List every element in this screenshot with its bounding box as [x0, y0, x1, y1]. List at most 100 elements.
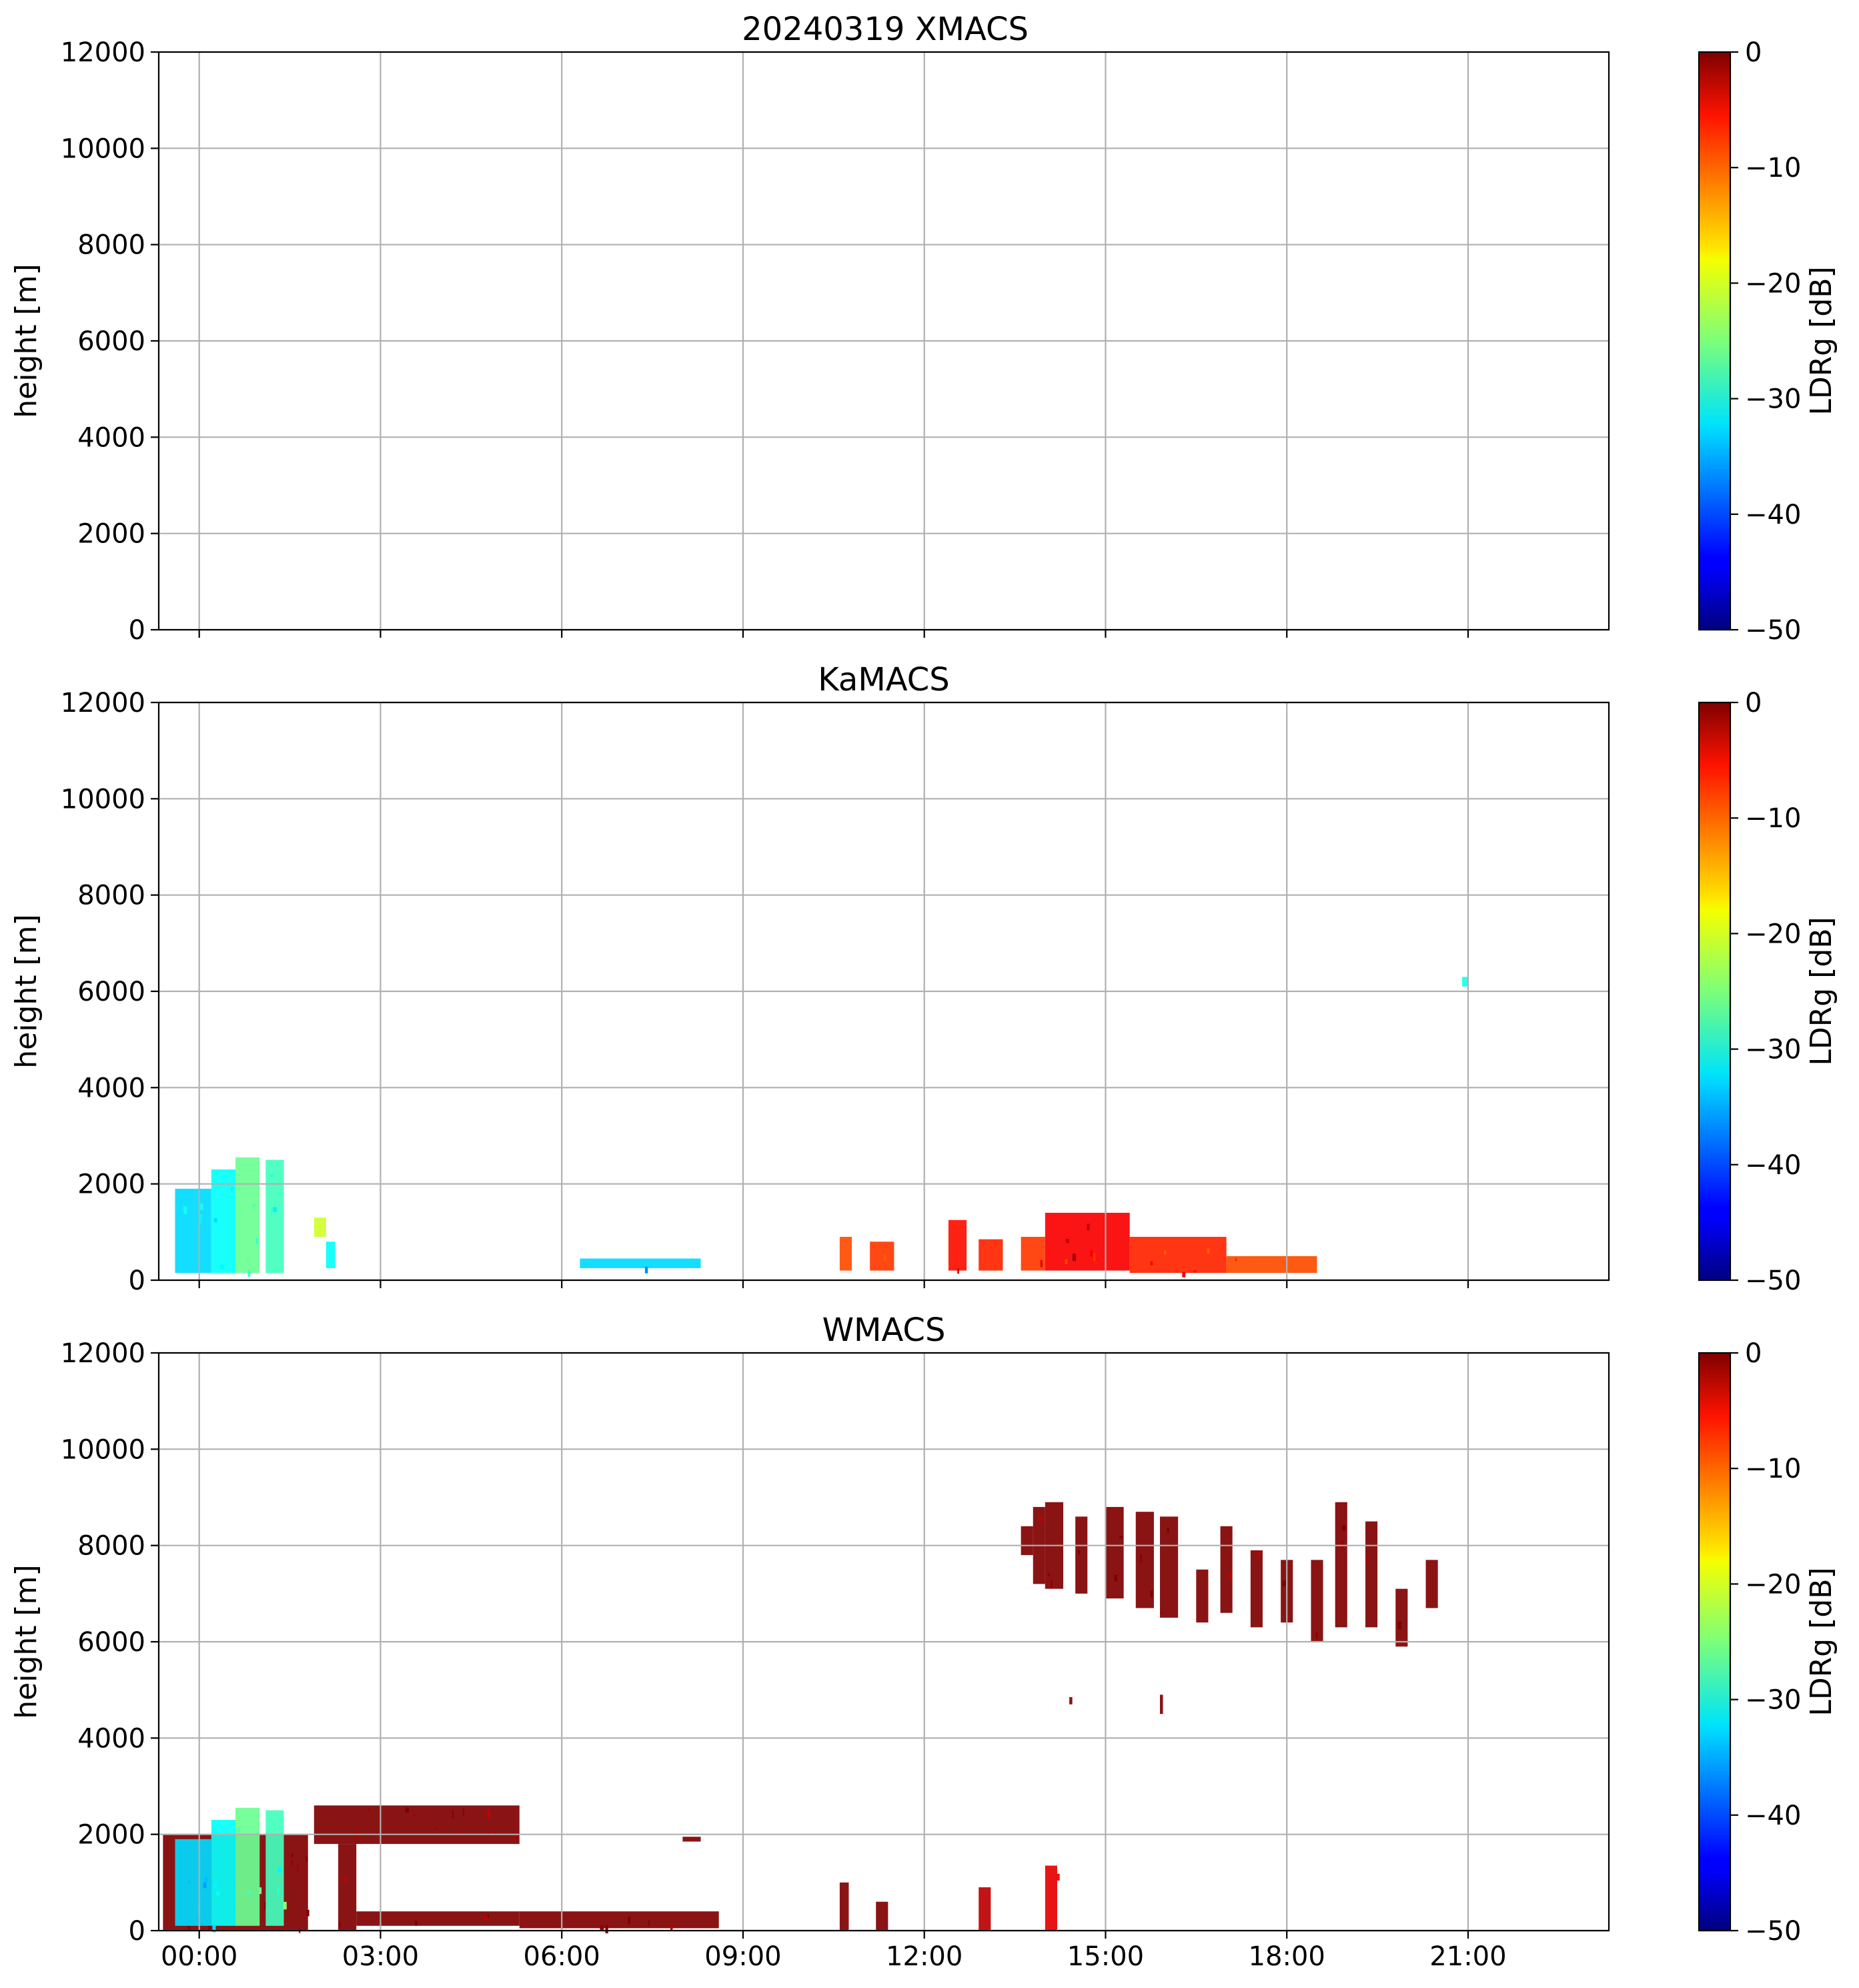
echo-region [235, 1157, 260, 1274]
echo-speckle [670, 1926, 673, 1931]
echo-region [1311, 1560, 1323, 1642]
panel-1: 0 2000 4000 6000 8000 10000 12000 height [m] 0 −1… [9, 37, 1838, 646]
x-tick-label: 06:00 [524, 1941, 600, 1972]
echo-speckle [600, 1925, 604, 1931]
echo-speckle [458, 1831, 462, 1834]
echo-speckle [1207, 1248, 1210, 1254]
echo-speckle [259, 1887, 262, 1895]
colorbar-gradient [1698, 1352, 1732, 1932]
colorbar-tick-label: 0 [1745, 1338, 1762, 1369]
colorbar-tick-label: −50 [1745, 1916, 1801, 1947]
echo-speckle [1193, 1270, 1197, 1274]
y-axis-label: height [m] [9, 1564, 43, 1718]
echo-region [1250, 1550, 1263, 1628]
colorbar-tick-label: −50 [1745, 1266, 1801, 1296]
x-tick-label: 15:00 [1067, 1941, 1144, 1972]
echo-speckle [231, 1187, 233, 1191]
echo-speckle [277, 1867, 282, 1873]
echo-speckle [1282, 1580, 1287, 1586]
y-tick-label: 2000 [77, 1169, 145, 1200]
echo-speckle [491, 1830, 494, 1834]
echo-speckle [1229, 1572, 1231, 1580]
echo-speckle [270, 1175, 273, 1177]
y-tick-label: 8000 [77, 881, 145, 911]
echo-speckle [1040, 1260, 1043, 1268]
panel-2: 0 2000 4000 6000 8000 10000 12000 height [m] KaM… [9, 661, 1838, 1296]
y-tick-label: 10000 [61, 1434, 145, 1465]
colorbar-tick-label: −40 [1745, 500, 1801, 530]
x-tick-label: 18:00 [1249, 1941, 1325, 1972]
y-tick-label: 12000 [61, 1338, 145, 1369]
echo-speckle [1365, 1555, 1368, 1563]
echo-speckle [199, 1214, 202, 1223]
echo-region [338, 1844, 357, 1931]
y-tick-label: 6000 [77, 326, 145, 357]
y-tick-label: 2000 [77, 519, 145, 550]
echo-speckle [1167, 1527, 1169, 1533]
colorbar: 0 −10 −20 −30 −40 −50 LDRg [dB] [1698, 688, 1838, 1296]
echo-speckle [1065, 1259, 1068, 1264]
echo-region [876, 1901, 888, 1931]
panel-3: 0 2000 4000 6000 8000 10000 12000 00:00 03:00 06:… [9, 1312, 1838, 1972]
echo-region [1365, 1521, 1378, 1628]
echo-region [580, 1258, 701, 1268]
colorbar-tick-label: −10 [1745, 1454, 1801, 1484]
y-tick-label: 4000 [77, 422, 145, 453]
echo-speckle [463, 1807, 465, 1816]
echo-speckle [339, 1921, 341, 1928]
y-tick-label: 8000 [77, 230, 145, 261]
echo-region [1395, 1588, 1408, 1647]
echo-speckle [644, 1266, 648, 1274]
echo-speckle [1089, 1250, 1093, 1257]
panel-title: WMACS [822, 1312, 946, 1349]
echo-speckle [1039, 1517, 1043, 1522]
echo-speckle [183, 1206, 187, 1214]
colorbar-gradient [1698, 701, 1732, 1282]
panel-title: KaMACS [818, 661, 949, 698]
echo-speckle [1095, 1262, 1098, 1265]
y-tick-label: 6000 [77, 977, 145, 1007]
echo-speckle [201, 1217, 205, 1221]
echo-speckle [1065, 1239, 1069, 1244]
colorbar-label: LDRg [dB] [1804, 1567, 1838, 1716]
echo-speckle [1307, 1262, 1309, 1268]
colorbar-tick-label: −10 [1745, 153, 1801, 183]
echo-speckle [368, 1809, 370, 1812]
echo-speckle [1119, 1536, 1123, 1539]
echo-speckle [414, 1921, 418, 1926]
echo-region [1220, 1526, 1233, 1613]
echo-region [356, 1911, 520, 1926]
colorbar-tick-label: −30 [1745, 1035, 1801, 1065]
echo-speckle [236, 1827, 241, 1833]
echo-speckle [1182, 1272, 1186, 1278]
colorbar-tick-label: −20 [1745, 1569, 1801, 1600]
x-tick-label: 12:00 [886, 1941, 963, 1972]
echo-region [1129, 1237, 1227, 1274]
echo-speckle [291, 1853, 293, 1858]
colorbar-tick-label: −40 [1745, 1801, 1801, 1831]
echo-speckle [516, 1835, 520, 1841]
echo-region [839, 1882, 849, 1931]
echo-speckle [208, 1924, 213, 1931]
echo-region [1425, 1560, 1438, 1608]
x-tick-label: 03:00 [342, 1941, 419, 1972]
y-tick-label: 0 [129, 615, 145, 646]
echo-speckle [220, 1264, 224, 1270]
echo-region [1045, 1212, 1130, 1271]
echo-speckle [993, 1239, 997, 1246]
y-tick-label: 0 [129, 1916, 145, 1947]
echo-speckle [1057, 1873, 1060, 1881]
echo-speckle [957, 1268, 959, 1274]
x-tick-label: 00:00 [161, 1941, 237, 1972]
echo-speckle [187, 1881, 191, 1883]
echo-speckle [1316, 1631, 1318, 1639]
echo-region [1045, 1865, 1057, 1931]
echo-speckle [1340, 1540, 1344, 1549]
echo-speckle [1161, 1611, 1163, 1614]
echo-speckle [247, 1890, 251, 1895]
echo-speckle [213, 1218, 217, 1223]
x-tick-label: 21:00 [1429, 1941, 1506, 1972]
echo-region [211, 1820, 236, 1926]
echo-speckle [1087, 1223, 1090, 1231]
echo-speckle [487, 1809, 490, 1818]
